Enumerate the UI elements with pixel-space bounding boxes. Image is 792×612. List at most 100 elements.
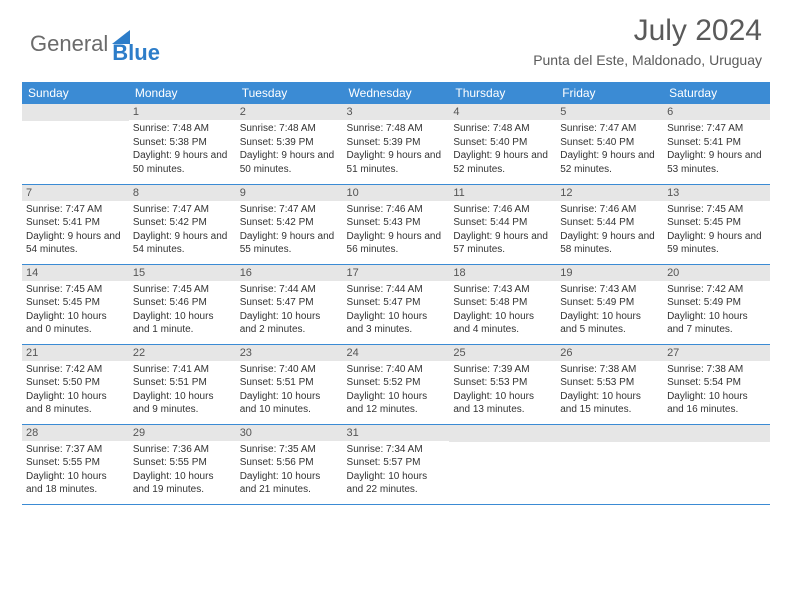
sunset-line: Sunset: 5:54 PM [667,376,766,390]
calendar-cell: 25Sunrise: 7:39 AMSunset: 5:53 PMDayligh… [449,344,556,424]
sunrise-line: Sunrise: 7:46 AM [560,203,659,217]
day-number: 1 [129,104,236,120]
day-number: 23 [236,345,343,361]
sunset-line: Sunset: 5:38 PM [133,136,232,150]
calendar-cell: 6Sunrise: 7:47 AMSunset: 5:41 PMDaylight… [663,104,770,184]
sunset-line: Sunset: 5:49 PM [560,296,659,310]
day-number: 26 [556,345,663,361]
calendar-cell: 4Sunrise: 7:48 AMSunset: 5:40 PMDaylight… [449,104,556,184]
sunset-line: Sunset: 5:51 PM [133,376,232,390]
day-number: 10 [343,185,450,201]
daylight-line: Daylight: 10 hours and 0 minutes. [26,310,125,337]
sunset-line: Sunset: 5:42 PM [240,216,339,230]
sunrise-line: Sunrise: 7:46 AM [347,203,446,217]
daylight-line: Daylight: 10 hours and 16 minutes. [667,390,766,417]
daylight-line: Daylight: 9 hours and 55 minutes. [240,230,339,257]
calendar-cell [449,424,556,504]
sunset-line: Sunset: 5:49 PM [667,296,766,310]
sunset-line: Sunset: 5:55 PM [133,456,232,470]
sunset-line: Sunset: 5:43 PM [347,216,446,230]
day-number-empty [663,425,770,442]
day-number: 2 [236,104,343,120]
daylight-line: Daylight: 10 hours and 13 minutes. [453,390,552,417]
weekday-header: Monday [129,82,236,104]
calendar-week-row: 14Sunrise: 7:45 AMSunset: 5:45 PMDayligh… [22,264,770,344]
daylight-line: Daylight: 9 hours and 54 minutes. [133,230,232,257]
calendar-cell: 8Sunrise: 7:47 AMSunset: 5:42 PMDaylight… [129,184,236,264]
sunrise-line: Sunrise: 7:48 AM [347,122,446,136]
day-number: 16 [236,265,343,281]
sunset-line: Sunset: 5:51 PM [240,376,339,390]
calendar-cell: 16Sunrise: 7:44 AMSunset: 5:47 PMDayligh… [236,264,343,344]
day-number: 28 [22,425,129,441]
day-number: 6 [663,104,770,120]
day-number-empty [449,425,556,442]
daylight-line: Daylight: 9 hours and 51 minutes. [347,149,446,176]
calendar-cell: 3 Sunrise: 7:48 AMSunset: 5:39 PMDaylight… [343,104,450,184]
calendar-cell: 27Sunrise: 7:38 AMSunset: 5:54 PMDayligh… [663,344,770,424]
day-number: 15 [129,265,236,281]
calendar-cell: 29Sunrise: 7:36 AMSunset: 5:55 PMDayligh… [129,424,236,504]
sunrise-line: Sunrise: 7:48 AM [133,122,232,136]
calendar-cell: 22Sunrise: 7:41 AMSunset: 5:51 PMDayligh… [129,344,236,424]
day-number: 3 [343,104,450,120]
calendar-cell: 15Sunrise: 7:45 AMSunset: 5:46 PMDayligh… [129,264,236,344]
daylight-line: Daylight: 9 hours and 56 minutes. [347,230,446,257]
daylight-line: Daylight: 10 hours and 18 minutes. [26,470,125,497]
sunrise-line: Sunrise: 7:48 AM [453,122,552,136]
calendar-cell: 20Sunrise: 7:42 AMSunset: 5:49 PMDayligh… [663,264,770,344]
day-number: 18 [449,265,556,281]
sunset-line: Sunset: 5:44 PM [560,216,659,230]
calendar-cell [663,424,770,504]
sunrise-line: Sunrise: 7:37 AM [26,443,125,457]
daylight-line: Daylight: 10 hours and 7 minutes. [667,310,766,337]
daylight-line: Daylight: 10 hours and 10 minutes. [240,390,339,417]
sunrise-line: Sunrise: 7:40 AM [347,363,446,377]
sunrise-line: Sunrise: 7:47 AM [133,203,232,217]
brand-text-general: General [30,31,108,57]
calendar-cell: 2Sunrise: 7:48 AMSunset: 5:39 PMDaylight… [236,104,343,184]
day-number-empty [22,104,129,121]
sunset-line: Sunset: 5:56 PM [240,456,339,470]
page-header: General Blue July 2024 Punta del Este, M… [0,0,792,82]
daylight-line: Daylight: 9 hours and 52 minutes. [560,149,659,176]
daylight-line: Daylight: 10 hours and 21 minutes. [240,470,339,497]
sunset-line: Sunset: 5:47 PM [240,296,339,310]
day-number: 25 [449,345,556,361]
day-number-empty [556,425,663,442]
weekday-header: Friday [556,82,663,104]
sunrise-line: Sunrise: 7:41 AM [133,363,232,377]
weekday-header: Saturday [663,82,770,104]
daylight-line: Daylight: 10 hours and 12 minutes. [347,390,446,417]
calendar-cell: 12Sunrise: 7:46 AMSunset: 5:44 PMDayligh… [556,184,663,264]
sunset-line: Sunset: 5:42 PM [133,216,232,230]
daylight-line: Daylight: 9 hours and 52 minutes. [453,149,552,176]
daylight-line: Daylight: 10 hours and 3 minutes. [347,310,446,337]
day-number: 11 [449,185,556,201]
calendar-cell: 1Sunrise: 7:48 AMSunset: 5:38 PMDaylight… [129,104,236,184]
day-number: 13 [663,185,770,201]
sunset-line: Sunset: 5:53 PM [560,376,659,390]
day-number: 20 [663,265,770,281]
day-number: 31 [343,425,450,441]
sunrise-line: Sunrise: 7:35 AM [240,443,339,457]
calendar-cell: 30Sunrise: 7:35 AMSunset: 5:56 PMDayligh… [236,424,343,504]
day-number: 14 [22,265,129,281]
weekday-header: Tuesday [236,82,343,104]
weekday-header: Sunday [22,82,129,104]
daylight-line: Daylight: 9 hours and 57 minutes. [453,230,552,257]
sunset-line: Sunset: 5:40 PM [560,136,659,150]
sunrise-line: Sunrise: 7:42 AM [26,363,125,377]
daylight-line: Daylight: 10 hours and 9 minutes. [133,390,232,417]
day-number: 19 [556,265,663,281]
calendar-cell: 5Sunrise: 7:47 AMSunset: 5:40 PMDaylight… [556,104,663,184]
daylight-line: Daylight: 9 hours and 58 minutes. [560,230,659,257]
calendar-table: SundayMondayTuesdayWednesdayThursdayFrid… [22,82,770,505]
calendar-cell: 19Sunrise: 7:43 AMSunset: 5:49 PMDayligh… [556,264,663,344]
location-subtitle: Punta del Este, Maldonado, Uruguay [533,52,762,68]
weekday-header: Wednesday [343,82,450,104]
daylight-line: Daylight: 10 hours and 5 minutes. [560,310,659,337]
sunset-line: Sunset: 5:39 PM [240,136,339,150]
day-number: 7 [22,185,129,201]
sunset-line: Sunset: 5:39 PM [347,136,446,150]
